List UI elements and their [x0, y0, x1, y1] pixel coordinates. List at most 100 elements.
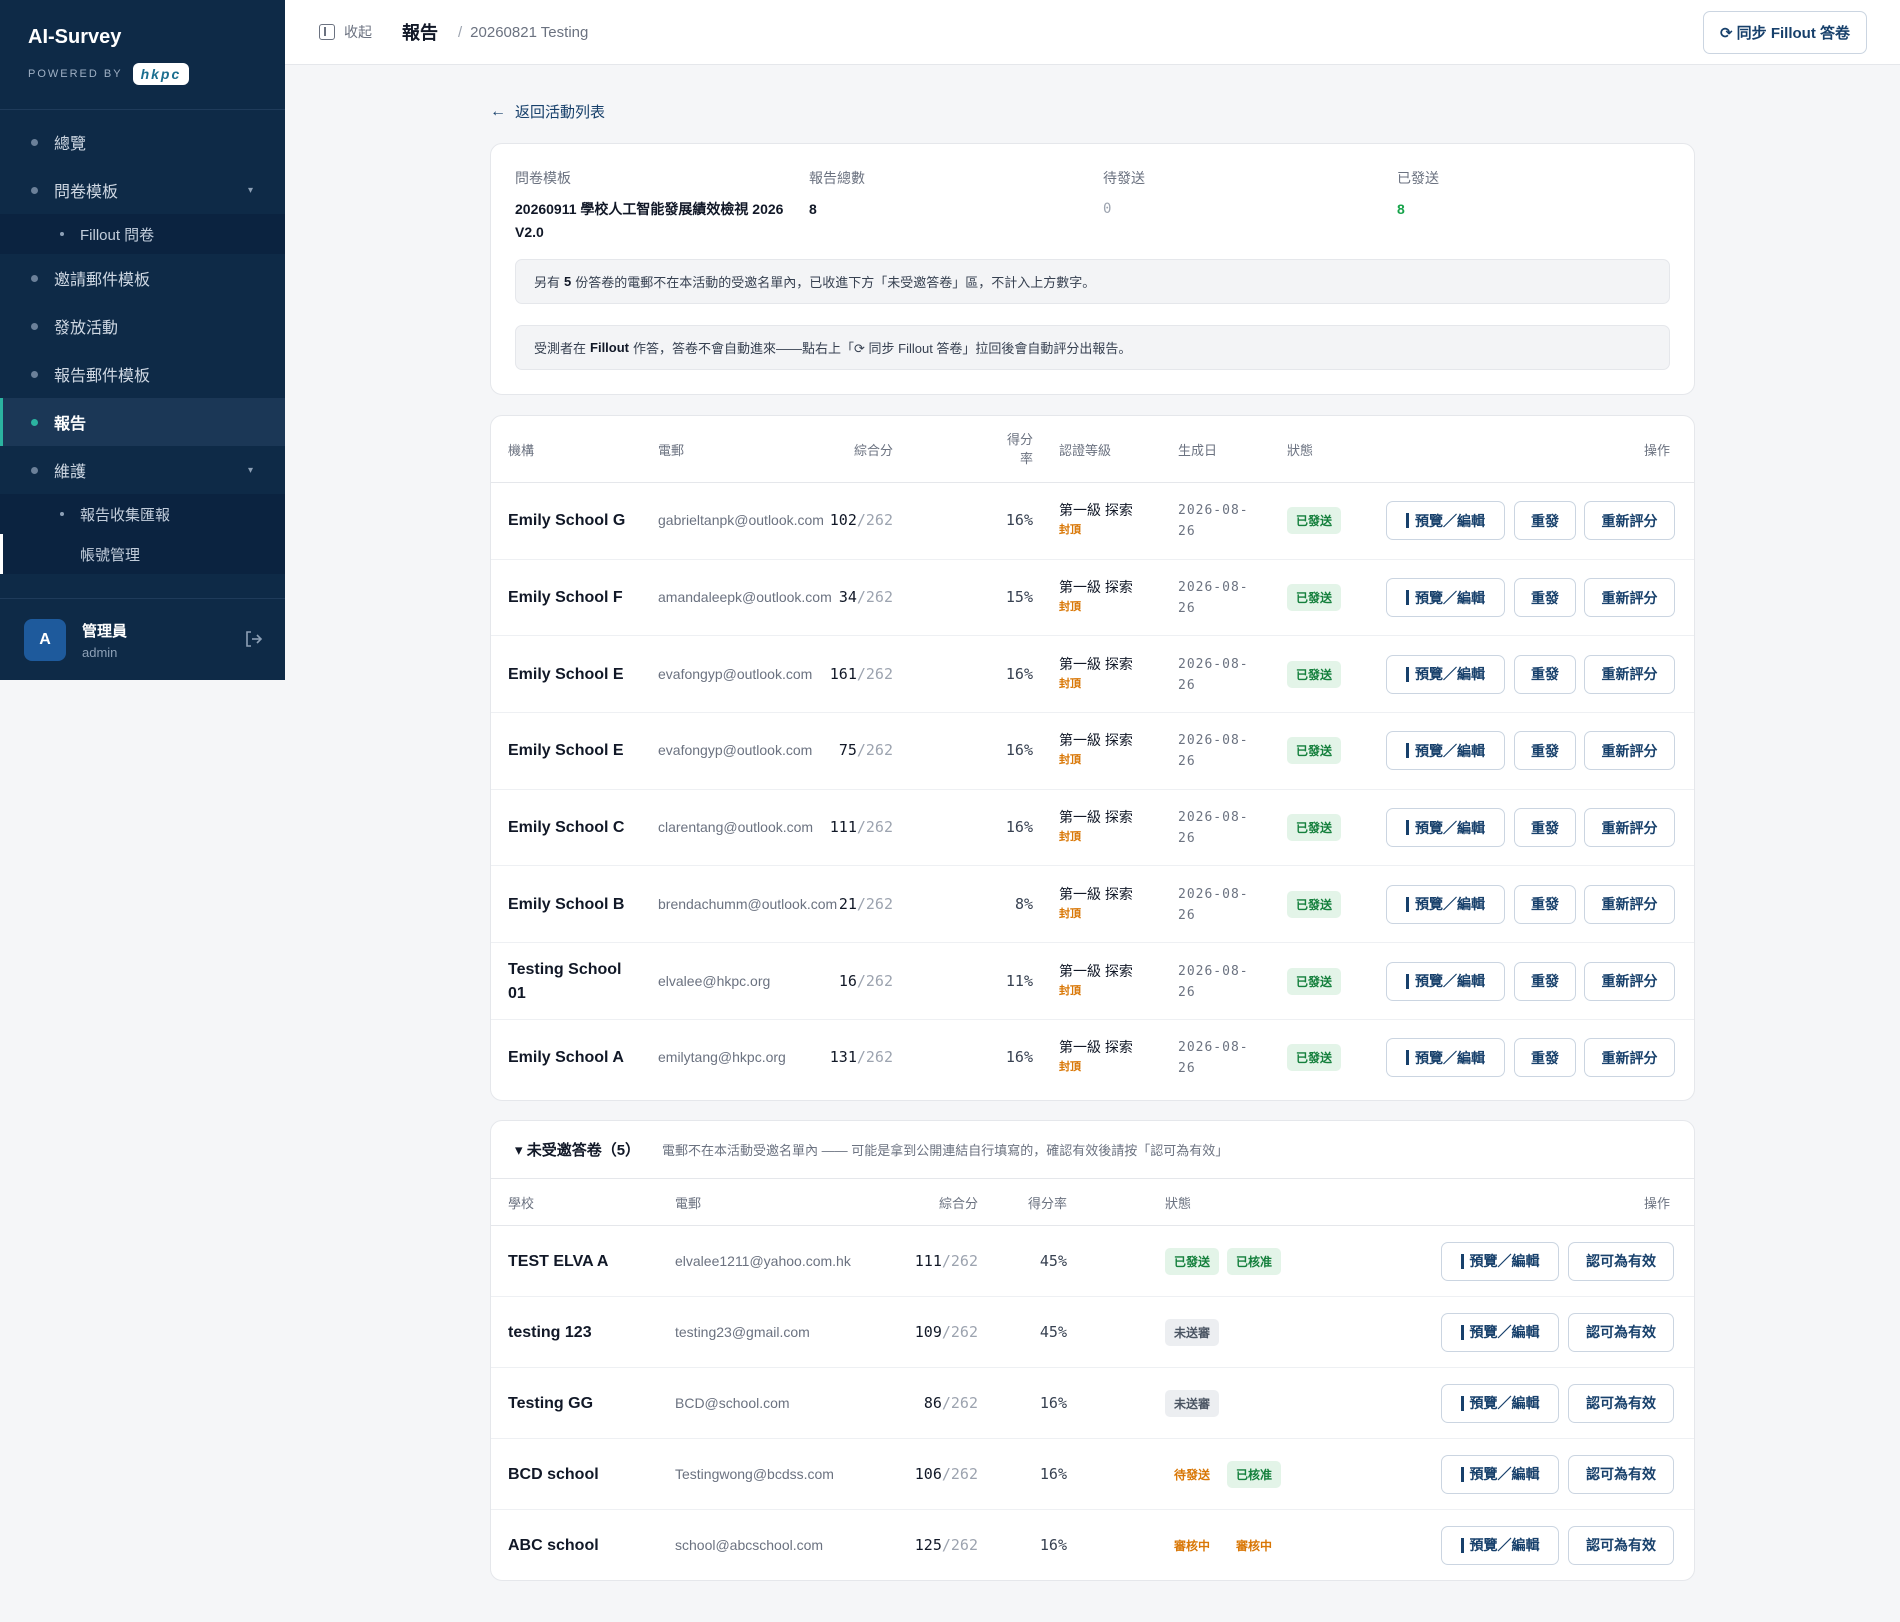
uninvited-header[interactable]: ▾ 未受邀答卷（5） 電郵不在本活動受邀名單內 —— 可能是拿到公開連結自行填寫…: [491, 1121, 1694, 1179]
rescore-button[interactable]: 重新評分: [1584, 961, 1675, 1001]
preview-edit-button[interactable]: 預覽／編輯: [1441, 1525, 1559, 1565]
score-value: 102: [829, 511, 857, 530]
preview-edit-button[interactable]: 預覽／編輯: [1386, 578, 1505, 618]
brand: AI-Survey POWERED BY hkpc: [0, 0, 285, 110]
sidebar-item-account-management[interactable]: 帳號管理: [0, 534, 285, 574]
sidebar-item-survey-templates[interactable]: 問卷模板 ▾: [0, 166, 285, 214]
button-label: 重發: [1531, 896, 1559, 913]
approve-valid-button[interactable]: 認可為有效: [1568, 1454, 1674, 1494]
preview-edit-button[interactable]: 預覽／編輯: [1386, 1038, 1505, 1078]
preview-edit-button[interactable]: 預覽／編輯: [1441, 1454, 1559, 1494]
edit-icon: [1406, 1050, 1409, 1066]
sidebar-item-report-email-templates[interactable]: 報告郵件模板: [0, 350, 285, 398]
rescore-button[interactable]: 重新評分: [1584, 731, 1675, 771]
edit-icon: [1460, 1395, 1464, 1411]
email: BCD@school.com: [675, 1394, 790, 1411]
preview-edit-button[interactable]: 預覽／編輯: [1386, 731, 1505, 771]
resend-button[interactable]: 重發: [1514, 808, 1576, 848]
org-name: Testing School 01: [508, 960, 622, 1002]
approve-valid-button[interactable]: 認可為有效: [1568, 1241, 1674, 1281]
back-to-campaigns-link[interactable]: ← 返回活動列表: [490, 101, 605, 122]
resend-button[interactable]: 重發: [1514, 731, 1576, 771]
stat-label: 報告總數: [809, 170, 865, 186]
status-badge: 審核中: [1165, 1531, 1220, 1559]
score-value: 161: [829, 664, 857, 683]
preview-edit-button[interactable]: 預覽／編輯: [1386, 884, 1505, 924]
rescore-button[interactable]: 重新評分: [1584, 654, 1675, 694]
approve-valid-button[interactable]: 認可為有效: [1568, 1312, 1674, 1352]
button-label: 認可為有效: [1586, 1537, 1656, 1553]
score-value: 125: [914, 1535, 942, 1554]
sidebar-nav: 總覽 問卷模板 ▾ Fillout 問卷 邀請郵件模板 發放活動 報告郵件模板: [0, 110, 285, 574]
status-badge: 已發送: [1287, 584, 1342, 612]
rescore-button[interactable]: 重新評分: [1584, 501, 1675, 541]
org-name: Emily School F: [508, 589, 623, 607]
rescore-button[interactable]: 重新評分: [1584, 808, 1675, 848]
sidebar-item-reports[interactable]: 報告: [0, 398, 285, 446]
level-cap-tag: 封頂: [1059, 907, 1081, 920]
preview-edit-button[interactable]: 預覽／編輯: [1441, 1241, 1559, 1281]
score: 111/262: [868, 1252, 978, 1270]
org-name: Emily School E: [508, 665, 624, 683]
rescore-button[interactable]: 重新評分: [1584, 1038, 1675, 1078]
button-label: 預覽／編輯: [1469, 1253, 1540, 1269]
generated-date: 2026-08-26: [1178, 580, 1249, 617]
edit-icon: [1460, 1253, 1464, 1269]
school-name: Testing GG: [508, 1394, 594, 1412]
edit-icon: [1406, 973, 1409, 989]
approve-valid-button[interactable]: 認可為有效: [1568, 1525, 1674, 1565]
status-cell: 已發送: [1287, 507, 1342, 535]
sidebar-item-fillout-survey[interactable]: Fillout 問卷: [0, 214, 285, 254]
arrow-left-icon: ←: [490, 102, 506, 120]
certification-level: 第一級 探索 封頂: [1059, 654, 1133, 694]
preview-edit-button[interactable]: 預覽／編輯: [1386, 961, 1505, 1001]
table-header: 機構 電郵 綜合分 得分率 認證等級 生成日 狀態 操作: [491, 416, 1694, 483]
resend-button[interactable]: 重發: [1514, 1038, 1576, 1078]
sidebar-item-report-summary[interactable]: 報告收集匯報: [0, 494, 285, 534]
certification-level: 第一級 探索 封頂: [1059, 730, 1133, 770]
score-max: /262: [856, 511, 893, 530]
rescore-button[interactable]: 重新評分: [1584, 884, 1675, 924]
powered-by-label: POWERED BY: [28, 68, 123, 80]
level-name: 第一級 探索: [1059, 1039, 1133, 1056]
button-label: 認可為有效: [1586, 1395, 1656, 1411]
certification-level: 第一級 探索 封頂: [1059, 961, 1133, 1001]
preview-edit-button[interactable]: 預覽／編輯: [1441, 1383, 1559, 1423]
rescore-button[interactable]: 重新評分: [1584, 578, 1675, 618]
preview-edit-button[interactable]: 預覽／編輯: [1386, 501, 1505, 541]
button-label: 重新評分: [1601, 742, 1658, 759]
sidebar-item-maintenance[interactable]: 維護 ▾: [0, 446, 285, 494]
level-name: 第一級 探索: [1059, 809, 1133, 826]
status-badge: 已發送: [1165, 1247, 1220, 1275]
user-info: 管理員 admin: [82, 620, 127, 660]
resend-button[interactable]: 重發: [1514, 961, 1576, 1001]
score: 109/262: [868, 1323, 978, 1341]
preview-edit-button[interactable]: 預覽／編輯: [1386, 654, 1505, 694]
sync-fillout-button[interactable]: ⟳ 同步 Fillout 答卷: [1702, 11, 1867, 54]
table-row: TEST ELVA A elvalee1211@yahoo.com.hk 111/2…: [491, 1226, 1694, 1297]
summary-card: 問卷模板 20260911 學校人工智能發展績效檢視 2026 V2.0 報告總…: [490, 143, 1695, 395]
sidebar-item-campaigns[interactable]: 發放活動: [0, 302, 285, 350]
generated-date: 2026-08-26: [1178, 963, 1249, 1000]
score-value: 75: [838, 741, 857, 760]
approve-valid-button[interactable]: 認可為有效: [1568, 1383, 1674, 1423]
stat-label: 已發送: [1397, 170, 1439, 186]
resend-button[interactable]: 重發: [1514, 501, 1576, 541]
sidebar-item-overview[interactable]: 總覽: [0, 118, 285, 166]
chevron-down-icon: ▾: [247, 184, 253, 196]
logout-icon[interactable]: [243, 629, 263, 649]
preview-edit-button[interactable]: 預覽／編輯: [1441, 1312, 1559, 1352]
resend-button[interactable]: 重發: [1514, 654, 1576, 694]
resend-button[interactable]: 重發: [1514, 578, 1576, 618]
preview-edit-button[interactable]: 預覽／編輯: [1386, 808, 1505, 848]
status-cell: 未送審: [1165, 1389, 1220, 1417]
edit-icon: [1460, 1466, 1464, 1482]
button-label: 重發: [1531, 1049, 1559, 1066]
score-max: /262: [941, 1251, 978, 1270]
status-badge: 已發送: [1287, 814, 1342, 842]
certification-level: 第一級 探索 封頂: [1059, 577, 1133, 617]
level-cap-tag: 封頂: [1059, 524, 1081, 537]
resend-button[interactable]: 重發: [1514, 884, 1576, 924]
collapse-sidebar-button[interactable]: 收起: [319, 22, 372, 42]
sidebar-item-invite-email-templates[interactable]: 邀請郵件模板: [0, 254, 285, 302]
